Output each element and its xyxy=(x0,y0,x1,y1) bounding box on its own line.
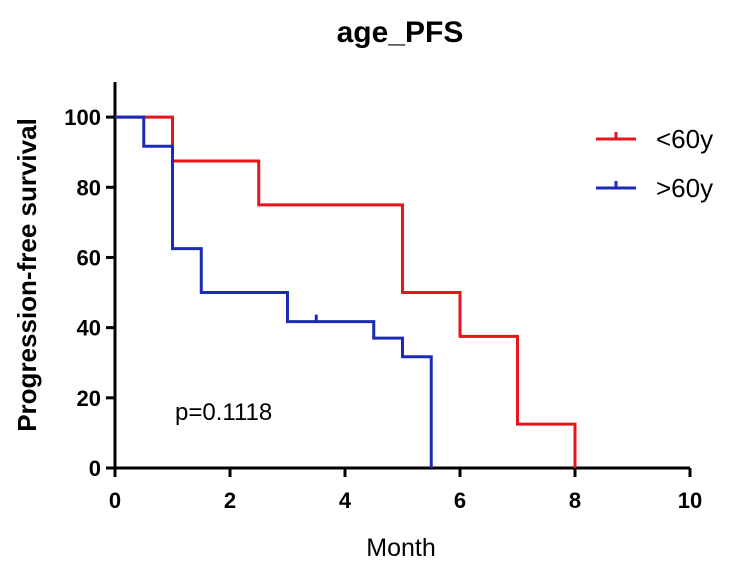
chart-title: age_PFS xyxy=(337,16,464,49)
x-tick-label: 10 xyxy=(678,488,702,513)
y-tick-label: 100 xyxy=(64,105,101,130)
y-tick-label: 40 xyxy=(77,316,101,341)
y-tick-label: 60 xyxy=(77,245,101,270)
x-tick-label: 4 xyxy=(339,488,352,513)
x-axis-label: Month xyxy=(366,534,435,562)
legend-label: <60y xyxy=(656,124,713,154)
series-group xyxy=(115,115,577,468)
p-value-annotation: p=0.1118 xyxy=(175,399,272,426)
series-line-1 xyxy=(115,115,433,468)
legend-label: >60y xyxy=(656,173,713,203)
y-axis-label: Progression-free survival xyxy=(12,118,42,432)
y-tick-label: 0 xyxy=(89,456,101,481)
y-tick-label: 20 xyxy=(77,386,101,411)
x-tick-label: 0 xyxy=(109,488,121,513)
legend: <60y >60y xyxy=(596,124,713,203)
x-tick-label: 8 xyxy=(569,488,581,513)
x-tick-label: 6 xyxy=(454,488,466,513)
y-tick-label: 80 xyxy=(77,175,101,200)
x-tick-label: 2 xyxy=(224,488,236,513)
